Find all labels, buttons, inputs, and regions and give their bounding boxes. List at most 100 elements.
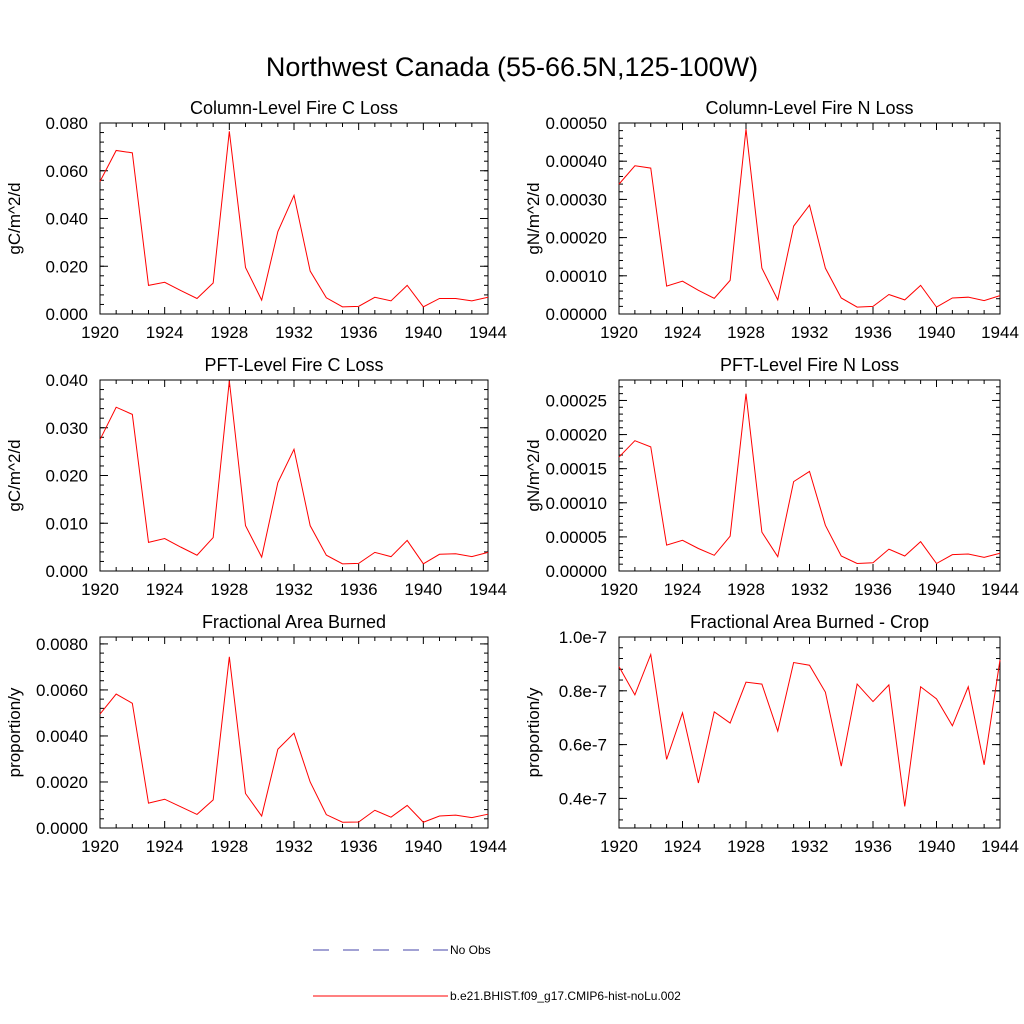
x-tick-label: 1924 [146,580,184,599]
x-tick-label: 1940 [918,837,956,856]
x-tick-label: 1940 [918,580,956,599]
y-tick-label: 0.0060 [36,681,88,700]
panel-title: Fractional Area Burned - Crop [690,612,929,632]
y-tick-label: 0.000 [45,305,88,324]
y-tick-label: 0.0080 [36,635,88,654]
y-axis-label: gN/m^2/d [524,439,543,511]
series-line [618,393,1001,565]
y-tick-label: 0.080 [45,114,88,133]
x-tick-label: 1924 [664,580,702,599]
x-tick-label: 1928 [210,323,248,342]
x-tick-label: 1932 [275,837,313,856]
y-tick-label: 0.00050 [546,114,607,133]
x-tick-label: 1936 [854,580,892,599]
y-axis-label: proportion/y [5,687,24,777]
x-tick-label: 1928 [727,580,765,599]
y-tick-label: 0.000 [45,562,88,581]
y-tick-label: 1.0e-7 [559,628,607,647]
series-line [618,652,1001,807]
chart-panel-2: Column-Level Fire N Loss gN/m^2/d 1920 1924… [524,98,1019,342]
x-tick-label: 1932 [791,837,829,856]
x-tick-label: 1920 [81,837,119,856]
y-axis-label: gC/m^2/d [5,182,24,254]
y-tick-label: 0.00015 [546,460,607,479]
y-tick-label: 0.00030 [546,190,607,209]
plot-frame [99,379,489,572]
y-axis-label: proportion/y [524,687,543,777]
panel-title: PFT-Level Fire C Loss [204,355,383,375]
x-tick-label: 1944 [981,580,1019,599]
x-tick-label: 1944 [469,580,507,599]
panel-title: Fractional Area Burned [202,612,386,632]
x-tick-label: 1932 [275,323,313,342]
y-tick-label: 0.6e-7 [559,736,607,755]
panel-title: Column-Level Fire N Loss [705,98,913,118]
y-tick-label: 0.00000 [546,562,607,581]
x-tick-label: 1920 [600,323,638,342]
x-tick-label: 1936 [340,837,378,856]
y-tick-label: 0.8e-7 [559,682,607,701]
series-line [99,656,489,823]
y-tick-label: 0.040 [45,371,88,390]
x-tick-label: 1920 [600,580,638,599]
legend: No Obs b.e21.BHIST.f09_g17.CMIP6-hist-noL… [313,943,681,1003]
x-tick-label: 1924 [146,323,184,342]
y-axis-label: gC/m^2/d [5,439,24,511]
panel-title: PFT-Level Fire N Loss [720,355,899,375]
legend-label: No Obs [450,943,491,957]
x-tick-label: 1928 [727,837,765,856]
x-tick-label: 1928 [210,837,248,856]
x-tick-label: 1924 [664,837,702,856]
legend-label: b.e21.BHIST.f09_g17.CMIP6-hist-noLu.002 [450,989,681,1003]
y-tick-label: 0.00000 [546,305,607,324]
plot-frame [99,122,489,315]
series-line [99,380,489,565]
x-tick-label: 1928 [727,323,765,342]
y-tick-label: 0.030 [45,419,88,438]
y-tick-label: 0.00020 [546,229,607,248]
y-tick-label: 0.00005 [546,528,607,547]
x-tick-label: 1920 [600,837,638,856]
series-line [618,129,1001,308]
figure-title: Northwest Canada (55-66.5N,125-100W) [266,52,758,82]
x-tick-label: 1944 [981,323,1019,342]
y-tick-label: 0.0000 [36,819,88,838]
x-tick-label: 1936 [854,323,892,342]
y-tick-label: 0.010 [45,514,88,533]
x-tick-label: 1944 [469,323,507,342]
x-tick-label: 1936 [854,837,892,856]
chart-panel-5: Fractional Area Burned proportion/y 1920 19… [5,612,507,856]
chart-panel-4: PFT-Level Fire N Loss gN/m^2/d 1920 1924 192… [524,355,1019,599]
y-tick-label: 0.00020 [546,426,607,445]
y-axis-label: gN/m^2/d [524,182,543,254]
x-tick-label: 1932 [275,580,313,599]
y-tick-label: 0.020 [45,467,88,486]
x-tick-label: 1936 [340,580,378,599]
panel-title: Column-Level Fire C Loss [190,98,398,118]
x-tick-label: 1940 [404,580,442,599]
y-tick-label: 0.00010 [546,494,607,513]
x-tick-label: 1944 [981,837,1019,856]
x-tick-label: 1932 [791,580,829,599]
y-tick-label: 0.00010 [546,267,607,286]
x-tick-label: 1924 [146,837,184,856]
x-tick-label: 1936 [340,323,378,342]
y-tick-label: 0.040 [45,210,88,229]
y-tick-label: 0.020 [45,257,88,276]
y-tick-label: 0.4e-7 [559,789,607,808]
y-tick-label: 0.060 [45,162,88,181]
x-tick-label: 1920 [81,323,119,342]
x-tick-label: 1932 [791,323,829,342]
y-tick-label: 0.00040 [546,152,607,171]
y-tick-label: 0.0040 [36,727,88,746]
x-tick-label: 1924 [664,323,702,342]
plot-frame [618,122,1001,315]
x-tick-label: 1928 [210,580,248,599]
x-tick-label: 1940 [404,837,442,856]
chart-panel-1: Column-Level Fire C Loss gC/m^2/d 1920 1924… [5,98,507,342]
series-line [99,131,489,308]
chart-panel-3: PFT-Level Fire C Loss gC/m^2/d 1920 1924 192… [5,355,507,599]
panels: Column-Level Fire C Loss gC/m^2/d 1920 1924… [5,98,1019,856]
x-tick-label: 1944 [469,837,507,856]
